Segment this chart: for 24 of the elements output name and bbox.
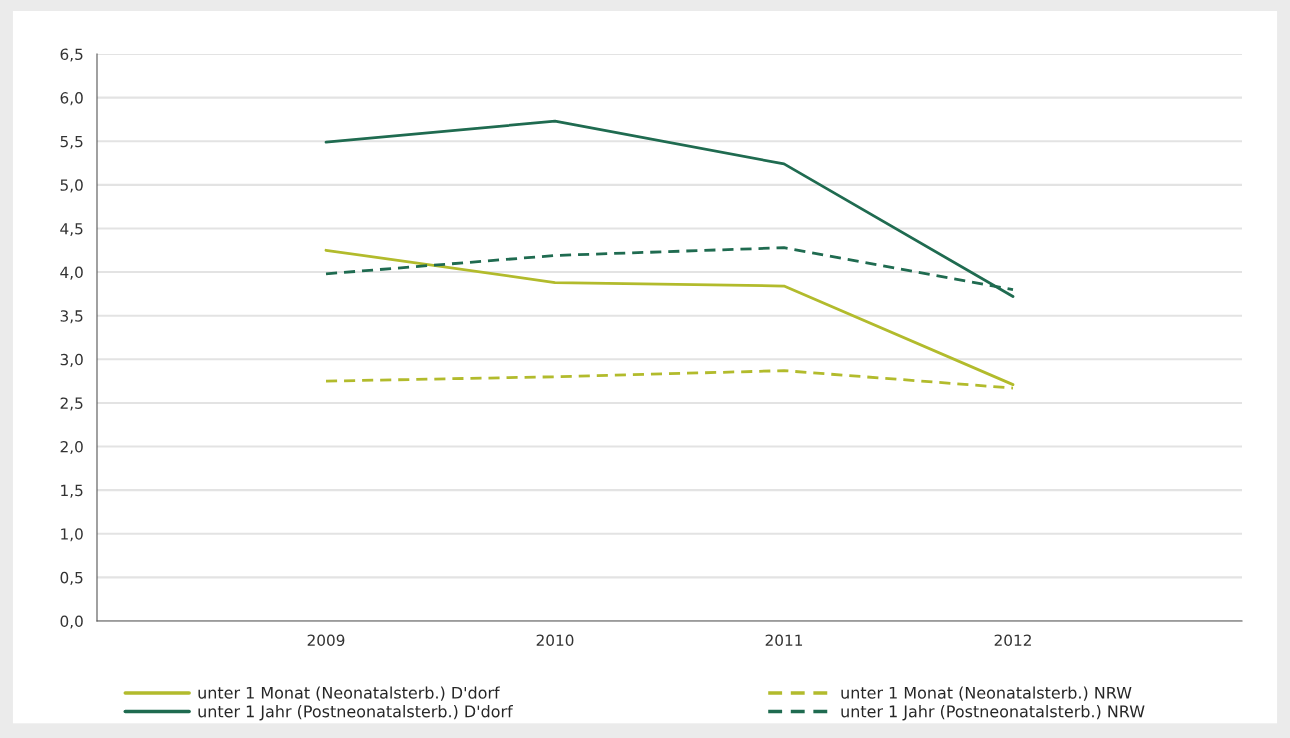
line-series	[324, 119, 1015, 298]
y-tick-label: 2,0	[60, 441, 83, 455]
x-tick-label: 2010	[536, 634, 574, 647]
y-tick-label: 6,5	[60, 48, 83, 62]
y-tick-label: 3,5	[60, 310, 83, 324]
y-tick-label: 1,5	[61, 484, 83, 498]
legend-label: unter 1 Jahr (Postneonatalsterb.) D'dorf	[198, 705, 513, 721]
x-tick-label: 2011	[765, 634, 803, 647]
y-tick-label: 4,0	[60, 266, 83, 280]
y-tick-label: 3,0	[60, 353, 83, 367]
y-tick-label: 1,0	[61, 528, 83, 542]
legend-label: unter 1 Monat (Neonatalsterb.) D'dorf	[198, 686, 500, 701]
y-tick-label: 6,0	[60, 92, 83, 106]
legend-label: unter 1 Jahr (Postneonatalsterb.) NRW	[841, 705, 1145, 721]
y-tick-label: 0,0	[60, 615, 83, 629]
x-tick-label: 2009	[307, 634, 345, 647]
y-tick-label: 5,5	[60, 135, 83, 149]
line-series	[324, 248, 1015, 386]
y-tick-label: 4,5	[60, 223, 83, 237]
y-tick-label: 0,5	[60, 571, 83, 585]
y-tick-label: 2,5	[60, 397, 83, 411]
y-tick-label: 5,0	[60, 179, 83, 193]
legend-label: unter 1 Monat (Neonatalsterb.) NRW	[841, 686, 1132, 701]
x-tick-label: 2012	[994, 634, 1031, 647]
